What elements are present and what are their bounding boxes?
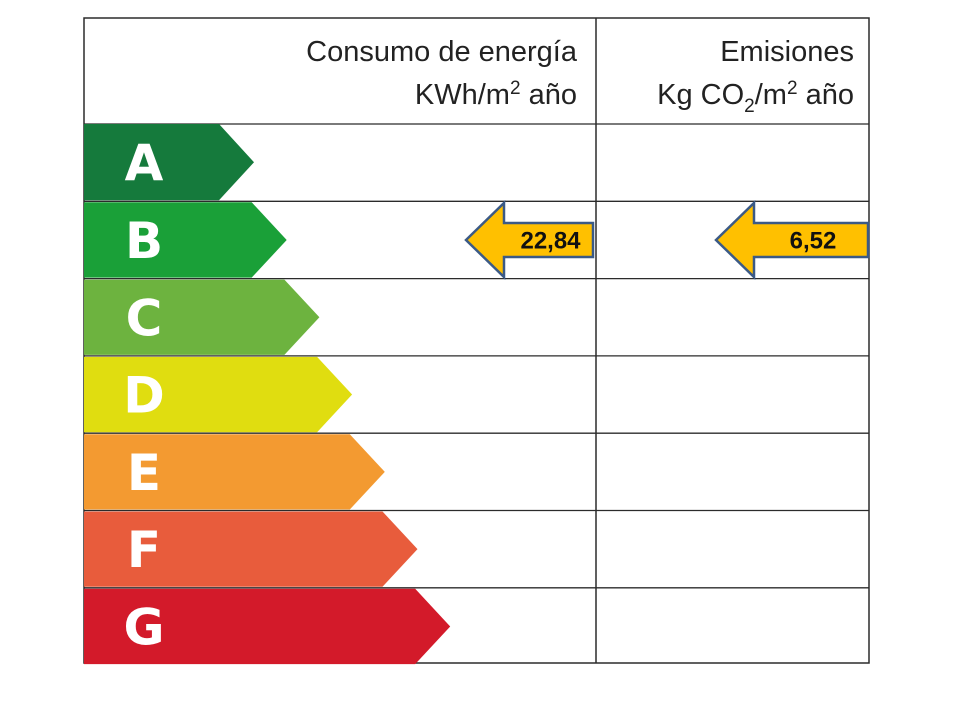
class-arrow-shape [84,124,254,201]
rating-indicators: 22,84 6,52 [464,200,870,280]
class-bar-g: G [84,588,451,665]
class-letter: B [125,212,163,270]
class-bar-d: D [84,356,353,433]
indicator-value: 6,52 [790,228,837,255]
class-arrow-shape [84,434,385,510]
indicator-arrow-shape [714,200,870,280]
energy-header: Consumo de energía KWh/m2 año [306,36,578,111]
indicator-value: 22,84 [520,228,581,255]
energy-rating-indicator: 22,84 [464,200,595,280]
energy-header-title: Consumo de energía [306,36,578,68]
emissions-header-title: Emisiones [720,36,854,68]
class-arrow-shape [84,511,418,587]
class-letter: E [127,444,161,502]
emissions-header-unit: Kg CO2/m2 año [657,78,854,117]
class-letter: G [123,599,164,657]
indicator-arrow-shape [464,200,595,280]
class-letter: F [127,521,161,579]
class-arrow-shape [84,202,287,278]
class-bar-b: B [84,202,287,278]
emissions-rating-indicator: 6,52 [714,200,870,280]
energy-header-unit: KWh/m2 año [415,78,577,111]
table-grid [83,17,870,664]
class-letter: D [123,367,165,425]
class-bar-e: E [84,434,385,510]
class-letter: A [125,134,164,192]
emissions-header: Emisiones Kg CO2/m2 año [657,36,854,117]
class-arrow-shape [84,279,320,355]
class-arrow-shape [84,356,353,433]
class-bar-c: C [84,279,320,355]
class-arrow-shape [84,588,451,665]
class-bar-a: A [84,124,254,201]
class-letter: C [126,289,163,347]
class-bar-f: F [84,511,418,587]
